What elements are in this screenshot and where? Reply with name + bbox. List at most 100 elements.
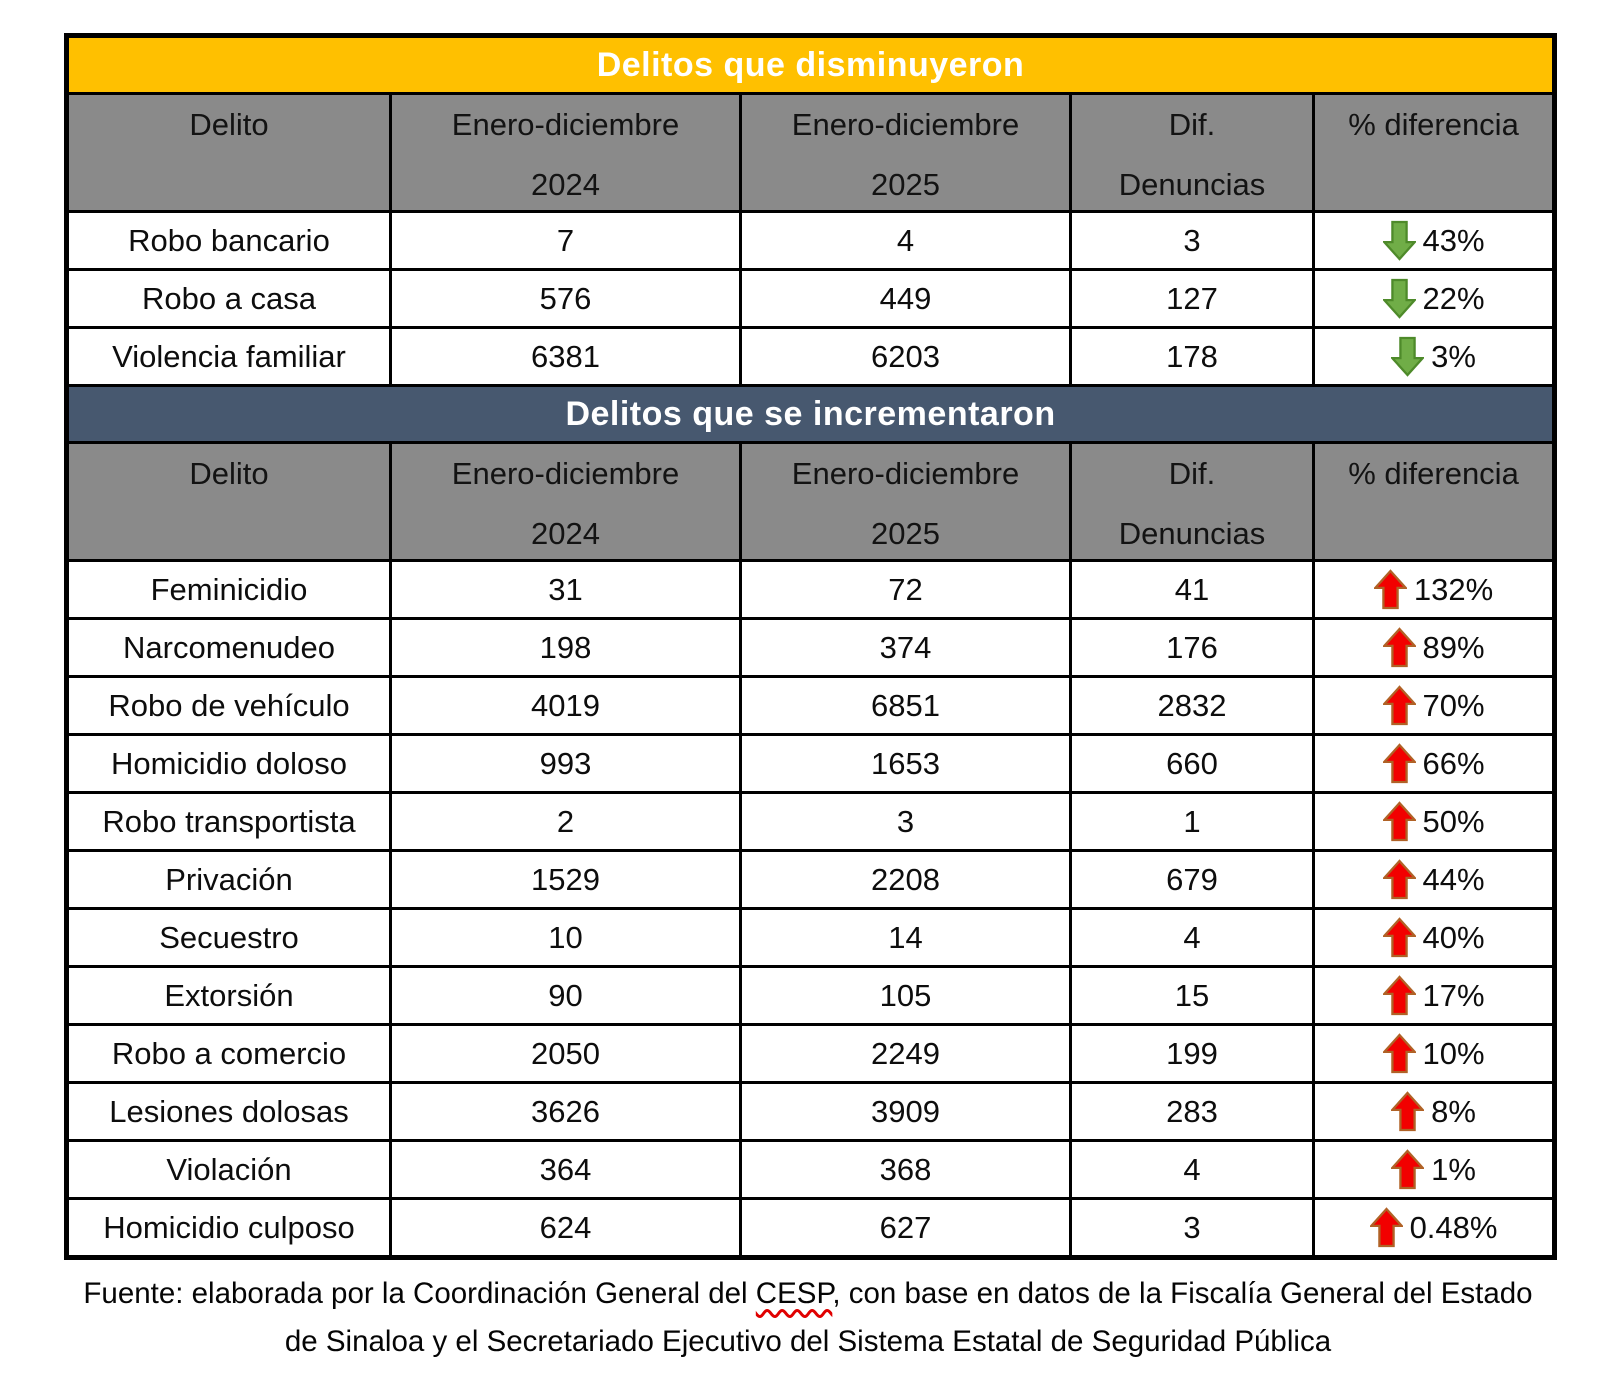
value-2024-cell: 31 xyxy=(389,559,742,620)
value-2024-cell: 6381 xyxy=(389,326,742,387)
column-header-label: 2024 xyxy=(531,516,600,551)
source-text-suffix: , con base en datos de la Fiscalía Gener… xyxy=(284,1277,1533,1358)
column-header-label: Delito xyxy=(189,456,269,491)
percent-value: 70% xyxy=(1422,687,1485,723)
dif-denuncias-cell: 679 xyxy=(1069,849,1315,910)
percent-difference-cell: 8% xyxy=(1311,1081,1557,1142)
increase-arrow-icon xyxy=(1382,743,1416,784)
value-2024-cell: 2 xyxy=(389,791,742,852)
table-row: Homicidio culposo 624 627 3 0.48% xyxy=(65,1197,1557,1259)
increase-arrow-icon xyxy=(1391,1091,1425,1132)
cesp-acronym: CESP xyxy=(755,1277,833,1310)
value-2024-cell: 1529 xyxy=(389,849,742,910)
percent-wrap: 50% xyxy=(1317,801,1552,842)
crime-name-cell: Robo a comercio xyxy=(65,1023,392,1084)
value-2025-cell: 105 xyxy=(739,965,1072,1026)
value-2024-cell: 4019 xyxy=(389,675,742,736)
dif-denuncias-cell: 660 xyxy=(1069,733,1315,794)
report-sheet: Delitos que disminuyeron Delito Enero-di… xyxy=(64,33,1558,1366)
section-header-decreased: Delitos que disminuyeron xyxy=(64,34,1557,95)
value-2024-cell: 364 xyxy=(389,1139,742,1200)
value-2025-cell: 6203 xyxy=(739,326,1072,387)
decrease-arrow-icon xyxy=(1382,220,1416,261)
percent-value: 43% xyxy=(1422,222,1485,258)
percent-wrap: 3% xyxy=(1317,336,1552,377)
percent-value: 44% xyxy=(1422,861,1485,897)
percent-wrap: 132% xyxy=(1317,569,1552,610)
column-header-label: Enero-diciembre xyxy=(791,107,1020,142)
value-2025-cell: 4 xyxy=(739,210,1072,271)
percent-difference-cell: 70% xyxy=(1311,675,1557,736)
percent-difference-cell: 1% xyxy=(1311,1139,1557,1200)
value-2025-cell: 374 xyxy=(739,617,1072,678)
column-header-2025: Enero-diciembre 2025 xyxy=(739,92,1072,213)
dif-denuncias-cell: 199 xyxy=(1069,1023,1315,1084)
percent-wrap: 17% xyxy=(1317,975,1552,1016)
percent-value: 3% xyxy=(1431,338,1476,374)
column-header-2024: Enero-diciembre 2024 xyxy=(389,441,742,562)
section-title-decreased: Delitos que disminuyeron xyxy=(64,34,1557,95)
value-2025-cell: 3909 xyxy=(739,1081,1072,1142)
value-2025-cell: 368 xyxy=(739,1139,1072,1200)
crime-name-cell: Feminicidio xyxy=(65,559,392,620)
decrease-arrow-icon xyxy=(1391,336,1425,377)
column-header-label: Enero-diciembre xyxy=(451,107,680,142)
percent-wrap: 66% xyxy=(1317,743,1552,784)
dif-denuncias-cell: 3 xyxy=(1069,1197,1315,1259)
value-2024-cell: 90 xyxy=(389,965,742,1026)
crime-name-cell: Robo bancario xyxy=(65,210,392,271)
crime-name-cell: Narcomenudeo xyxy=(65,617,392,678)
column-header-pct-diferencia: % diferencia xyxy=(1311,441,1557,562)
percent-value: 22% xyxy=(1422,280,1485,316)
value-2025-cell: 1653 xyxy=(739,733,1072,794)
column-header-label: Enero-diciembre xyxy=(451,456,680,491)
percent-value: 8% xyxy=(1431,1093,1476,1129)
percent-difference-cell: 43% xyxy=(1311,210,1557,271)
table-row: Lesiones dolosas 3626 3909 283 8% xyxy=(65,1081,1557,1142)
source-text-prefix: Fuente: elaborada por la Coordinación Ge… xyxy=(83,1277,756,1310)
percent-difference-cell: 40% xyxy=(1311,907,1557,968)
value-2024-cell: 576 xyxy=(389,268,742,329)
column-header-2024: Enero-diciembre 2024 xyxy=(389,92,742,213)
increased-crimes-body: Feminicidio 31 72 41 132% Narcomenudeo 198 374 1… xyxy=(65,559,1557,1259)
column-header-label: Dif. xyxy=(1168,456,1216,491)
percent-value: 17% xyxy=(1422,977,1485,1013)
percent-value: 0.48% xyxy=(1409,1209,1498,1245)
table-row: Narcomenudeo 198 374 176 89% xyxy=(65,617,1557,678)
percent-wrap: 89% xyxy=(1317,627,1552,668)
column-header-label: % diferencia xyxy=(1348,456,1519,491)
value-2025-cell: 2208 xyxy=(739,849,1072,910)
section-title-increased: Delitos que se incrementaron xyxy=(64,384,1557,444)
value-2025-cell: 449 xyxy=(739,268,1072,329)
value-2024-cell: 2050 xyxy=(389,1023,742,1084)
table-row: Privación 1529 2208 679 44% xyxy=(65,849,1557,910)
increase-arrow-icon xyxy=(1382,1033,1416,1074)
decrease-arrow-icon xyxy=(1382,278,1416,319)
value-2025-cell: 627 xyxy=(739,1197,1072,1259)
crime-name-cell: Robo a casa xyxy=(65,268,392,329)
source-note: Fuente: elaborada por la Coordinación Ge… xyxy=(73,1270,1543,1366)
increase-arrow-icon xyxy=(1382,917,1416,958)
table-row: Robo a casa 576 449 127 22% xyxy=(65,268,1557,329)
column-header-delito: Delito xyxy=(65,441,392,562)
dif-denuncias-cell: 41 xyxy=(1069,559,1315,620)
dif-denuncias-cell: 176 xyxy=(1069,617,1315,678)
column-header-dif-denuncias: Dif. Denuncias xyxy=(1069,441,1315,562)
column-header-row: Delito Enero-diciembre 2024 Enero-diciem… xyxy=(65,92,1557,213)
value-2025-cell: 2249 xyxy=(739,1023,1072,1084)
column-header-label: 2025 xyxy=(871,516,940,551)
percent-difference-cell: 3% xyxy=(1311,326,1557,387)
percent-value: 89% xyxy=(1422,629,1485,665)
section-header-increased: Delitos que se incrementaron xyxy=(64,384,1557,444)
percent-wrap: 70% xyxy=(1317,685,1552,726)
dif-denuncias-cell: 178 xyxy=(1069,326,1315,387)
column-header-pct-diferencia: % diferencia xyxy=(1311,92,1557,213)
column-header-label: 2025 xyxy=(871,167,940,202)
increase-arrow-icon xyxy=(1382,975,1416,1016)
percent-wrap: 10% xyxy=(1317,1033,1552,1074)
dif-denuncias-cell: 2832 xyxy=(1069,675,1315,736)
crime-name-cell: Secuestro xyxy=(65,907,392,968)
column-header-row: Delito Enero-diciembre 2024 Enero-diciem… xyxy=(65,441,1557,562)
value-2024-cell: 7 xyxy=(389,210,742,271)
percent-value: 1% xyxy=(1431,1151,1476,1187)
